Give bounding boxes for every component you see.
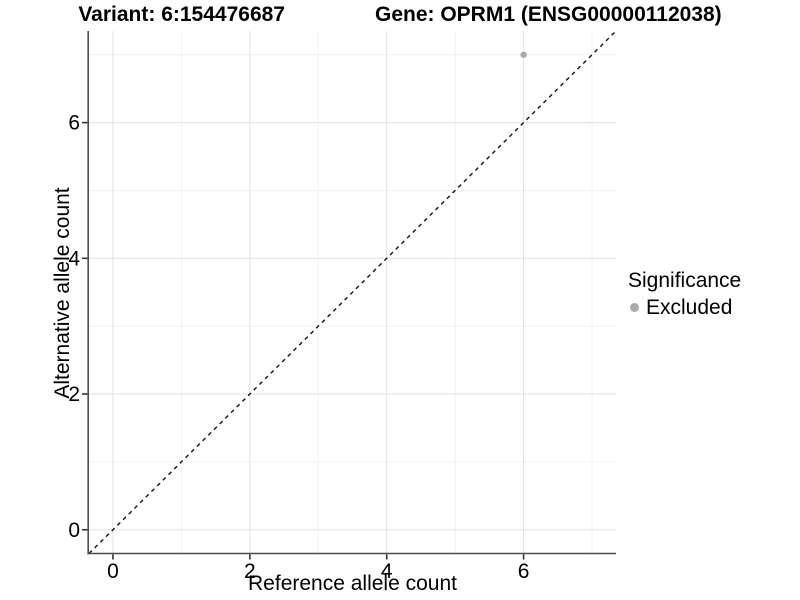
identity-dashed-line xyxy=(88,30,617,554)
legend-title: Significance xyxy=(628,269,742,292)
grid-major xyxy=(89,31,616,554)
title-gene: Gene: OPRM1 (ENSG00000112038) xyxy=(374,3,722,26)
title-variant: Variant: 6:154476687 xyxy=(78,3,285,26)
y-tick-labels: 0 2 4 6 xyxy=(68,112,80,542)
y-tick-label: 2 xyxy=(68,383,80,406)
data-point xyxy=(520,51,527,58)
y-tick-label: 4 xyxy=(68,247,80,270)
excluded-point-icon xyxy=(630,303,639,312)
grid-minor xyxy=(89,31,616,554)
x-tick-label: 4 xyxy=(381,560,393,583)
y-tick-label: 0 xyxy=(68,519,80,542)
chart-title: Variant: 6:154476687 Gene: OPRM1 (ENSG00… xyxy=(0,1,800,29)
legend-item-excluded: Excluded xyxy=(628,295,741,320)
identity-line xyxy=(88,30,617,554)
legend: Significance Excluded xyxy=(628,268,741,320)
data-points xyxy=(520,51,527,58)
axis-lines xyxy=(87,31,616,555)
y-tick-label: 6 xyxy=(68,112,80,135)
x-tick-label: 0 xyxy=(107,560,119,583)
x-tick-label: 6 xyxy=(518,560,530,583)
axis-tick-marks xyxy=(82,121,525,560)
x-tick-labels: 0 2 4 6 xyxy=(107,560,529,583)
x-tick-label: 2 xyxy=(244,560,256,583)
legend-item-label: Excluded xyxy=(646,296,733,319)
x-axis-title: Reference allele count xyxy=(248,572,457,595)
y-axis-title: Alternative allele count xyxy=(51,187,74,399)
